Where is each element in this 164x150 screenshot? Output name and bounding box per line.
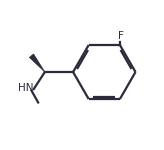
Text: HN: HN — [18, 83, 33, 93]
Polygon shape — [29, 54, 45, 72]
Text: F: F — [118, 31, 124, 41]
